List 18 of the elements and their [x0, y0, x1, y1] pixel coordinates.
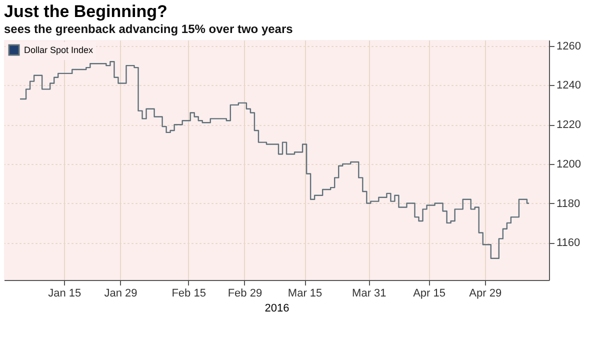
x-axis-title: 2016 — [264, 302, 290, 314]
chart-title: Just the Beginning? — [4, 2, 168, 21]
chart-subtitle: sees the greenback advancing 15% over two years — [4, 22, 294, 36]
x-tick-label: Jan 15 — [48, 288, 82, 300]
y-tick-label: 1260 — [556, 40, 581, 52]
x-tick-label: Apr 15 — [413, 288, 446, 300]
x-tick-label: Feb 15 — [172, 288, 206, 300]
x-tick-label: Mar 31 — [352, 288, 386, 300]
y-tick-label: 1220 — [556, 119, 581, 132]
x-tick-label: Feb 29 — [228, 288, 262, 300]
x-tick-label: Apr 29 — [469, 288, 502, 300]
x-tick-label: Jan 29 — [104, 288, 138, 300]
y-tick-label: 1240 — [556, 80, 581, 92]
x-tick-label: Mar 15 — [288, 288, 322, 300]
y-tick-label: 1160 — [556, 237, 580, 250]
legend-label: Dollar Spot Index — [24, 45, 94, 55]
y-tick-label: 1180 — [556, 198, 580, 210]
y-tick-label: 1200 — [556, 158, 581, 170]
